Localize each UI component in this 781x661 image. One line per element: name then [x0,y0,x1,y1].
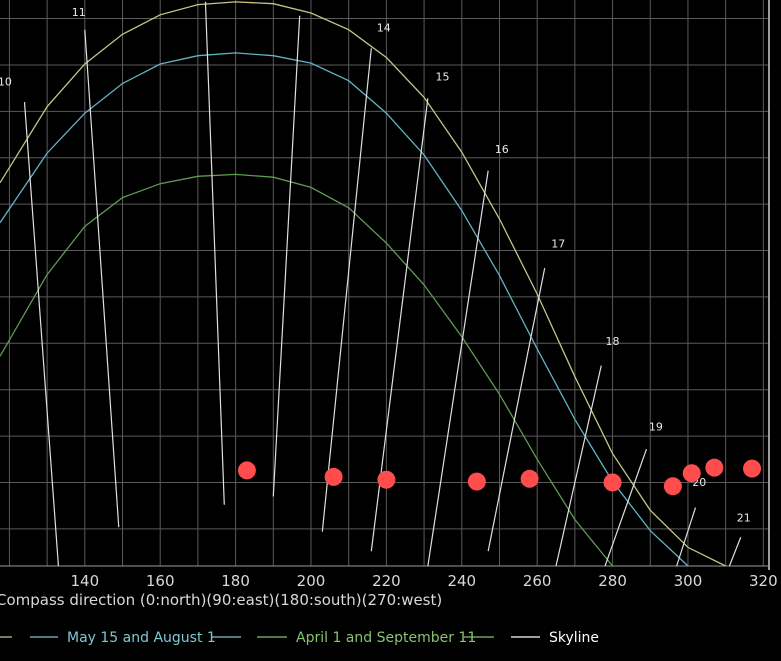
x-axis-tick-labels: 140 160 180 200 220 240 260 280 300 320 [70,572,777,590]
x-tick-label: 160 [146,572,175,590]
hour-line-11 [84,29,120,528]
hour-line-14 [321,48,372,532]
skyline-point [377,470,396,489]
sun-path-curve-may-aug [0,52,689,567]
hour-line-10 [23,102,60,567]
skyline-point [324,467,343,486]
skyline-point [603,473,622,492]
hour-labels: 101112131415161718192021 [0,6,751,525]
skyline-point [743,459,762,478]
hour-line-13 [272,15,301,497]
skyline-point [663,477,682,496]
legend-label-may-aug: May 15 and August 1 [67,630,216,646]
hour-line-17 [487,268,546,552]
skyline-point [467,472,486,491]
x-tick-label: 180 [221,572,250,590]
hour-line-18 [555,365,602,567]
x-tick-label: 280 [598,572,627,590]
hour-line-12 [204,1,225,505]
x-tick-label: 140 [70,572,99,590]
hour-label-19: 19 [649,421,663,434]
skyline-points [237,458,762,496]
x-tick-label: 320 [749,572,778,590]
skyline-point [237,461,256,480]
hour-line-21 [728,537,742,567]
sun-path-curve-top [0,1,726,567]
hour-label-11: 11 [72,6,86,19]
skyline-point [705,458,724,477]
hour-label-16: 16 [495,143,509,156]
legend-label-skyline: Skyline [549,630,599,646]
x-tick-label: 300 [674,572,703,590]
hour-line-19 [604,448,648,567]
legend: May 15 and August 1 April 1 and Septembe… [0,630,599,646]
hour-label-15: 15 [436,71,450,84]
hour-label-10: 10 [0,75,12,88]
skyline-point [682,464,701,483]
x-tick-label: 240 [447,572,476,590]
hour-label-14: 14 [377,22,391,35]
x-tick-label: 260 [523,572,552,590]
hour-label-18: 18 [606,335,620,348]
sun-path-curves [0,1,726,567]
hour-lines [23,1,742,567]
hour-line-20 [676,507,697,567]
x-axis-title: Compass direction (0:north)(90:east)(180… [0,591,442,609]
hour-label-17: 17 [551,238,565,251]
x-tick-label: 220 [372,572,401,590]
x-tick-label: 200 [297,572,326,590]
hour-line-16 [427,170,489,567]
sun-path-curve-apr-sep [0,173,614,567]
legend-label-apr-sep: April 1 and September 11 [296,630,476,646]
skyline-point [520,469,539,488]
hour-label-21: 21 [737,511,751,524]
